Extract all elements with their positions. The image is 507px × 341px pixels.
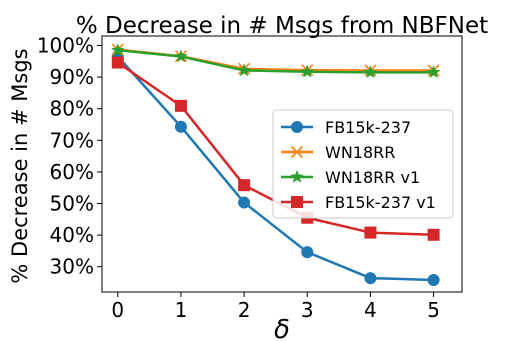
legend-label: WN18RR	[325, 143, 395, 162]
y-tick-label: 100%	[37, 33, 94, 57]
x-tick-label: 4	[364, 298, 377, 322]
y-tick-label: 70%	[50, 128, 94, 152]
y-tick-label: 60%	[50, 160, 94, 184]
series-wn18rr-v1	[110, 43, 441, 79]
x-tick-label: 0	[111, 298, 124, 322]
legend-item-fb15k-237: FB15k-237	[281, 118, 411, 137]
data-point-fb15k-237	[364, 272, 377, 285]
legend-marker	[291, 121, 303, 133]
y-tick-label: 40%	[50, 223, 94, 247]
data-point-wn18rr-v1	[237, 63, 251, 77]
data-point-wn18rr-v1	[363, 65, 378, 79]
data-point-fb15k-237	[174, 120, 187, 133]
legend-box	[272, 109, 454, 219]
legend-marker	[290, 169, 304, 183]
data-point-fb15k-237-v1	[427, 228, 440, 241]
series-line-fb15k-237	[116, 55, 435, 282]
legend-item-wn18rr: WN18RR	[281, 143, 395, 162]
data-point-fb15k-237	[238, 196, 251, 209]
data-point-wn18rr-v1	[110, 43, 125, 57]
legend-item-wn18rr-v1: WN18RR v1	[281, 168, 420, 187]
x-tick-label: 3	[301, 298, 314, 322]
series-line-wn18rr	[116, 48, 435, 72]
legend-item-fb15k-237-v1: FB15k-237 v1	[281, 193, 436, 212]
legend-label: WN18RR v1	[325, 168, 420, 187]
data-point-fb15k-237-v1	[238, 179, 251, 192]
y-tick-label: 80%	[50, 97, 94, 121]
legend-label: FB15k-237	[325, 118, 411, 137]
y-tick-label: 90%	[50, 65, 94, 89]
series-line-wn18rr-v1	[116, 48, 435, 74]
chart-title: % Decrease in # Msgs from NBFNet	[76, 13, 488, 39]
legend-marker	[290, 145, 304, 159]
x-tick-label: 2	[238, 298, 251, 322]
data-point-fb15k-237-v1	[364, 226, 377, 239]
data-point-wn18rr-v1	[300, 64, 315, 78]
x-tick-label: 5	[427, 298, 440, 322]
y-axis-label: % Decrease in # Msgs	[8, 48, 32, 283]
x-axis-label: δ	[274, 315, 290, 341]
y-tick-label: 30%	[50, 255, 94, 279]
data-point-fb15k-237-v1	[111, 56, 124, 69]
data-point-wn18rr-v1	[426, 65, 441, 79]
plot-frame	[101, 35, 463, 293]
data-point-fb15k-237	[427, 273, 440, 286]
legend-marker	[291, 196, 303, 208]
x-tick-label: 1	[175, 298, 188, 322]
data-point-fb15k-237-v1	[174, 99, 187, 112]
data-point-fb15k-237	[301, 246, 314, 259]
plot-area	[101, 35, 463, 293]
y-tick-label: 50%	[50, 192, 94, 216]
legend-label: FB15k-237 v1	[325, 193, 436, 212]
data-point-wn18rr-v1	[174, 49, 188, 63]
legend: FB15k-237 WN18RR WN18RR v1 FB15k-237 v1	[272, 109, 454, 219]
tick-layer: 30% 40% 50% 60% 70% 80% 90% 100% 0 1 2 3 4 5	[37, 33, 440, 322]
